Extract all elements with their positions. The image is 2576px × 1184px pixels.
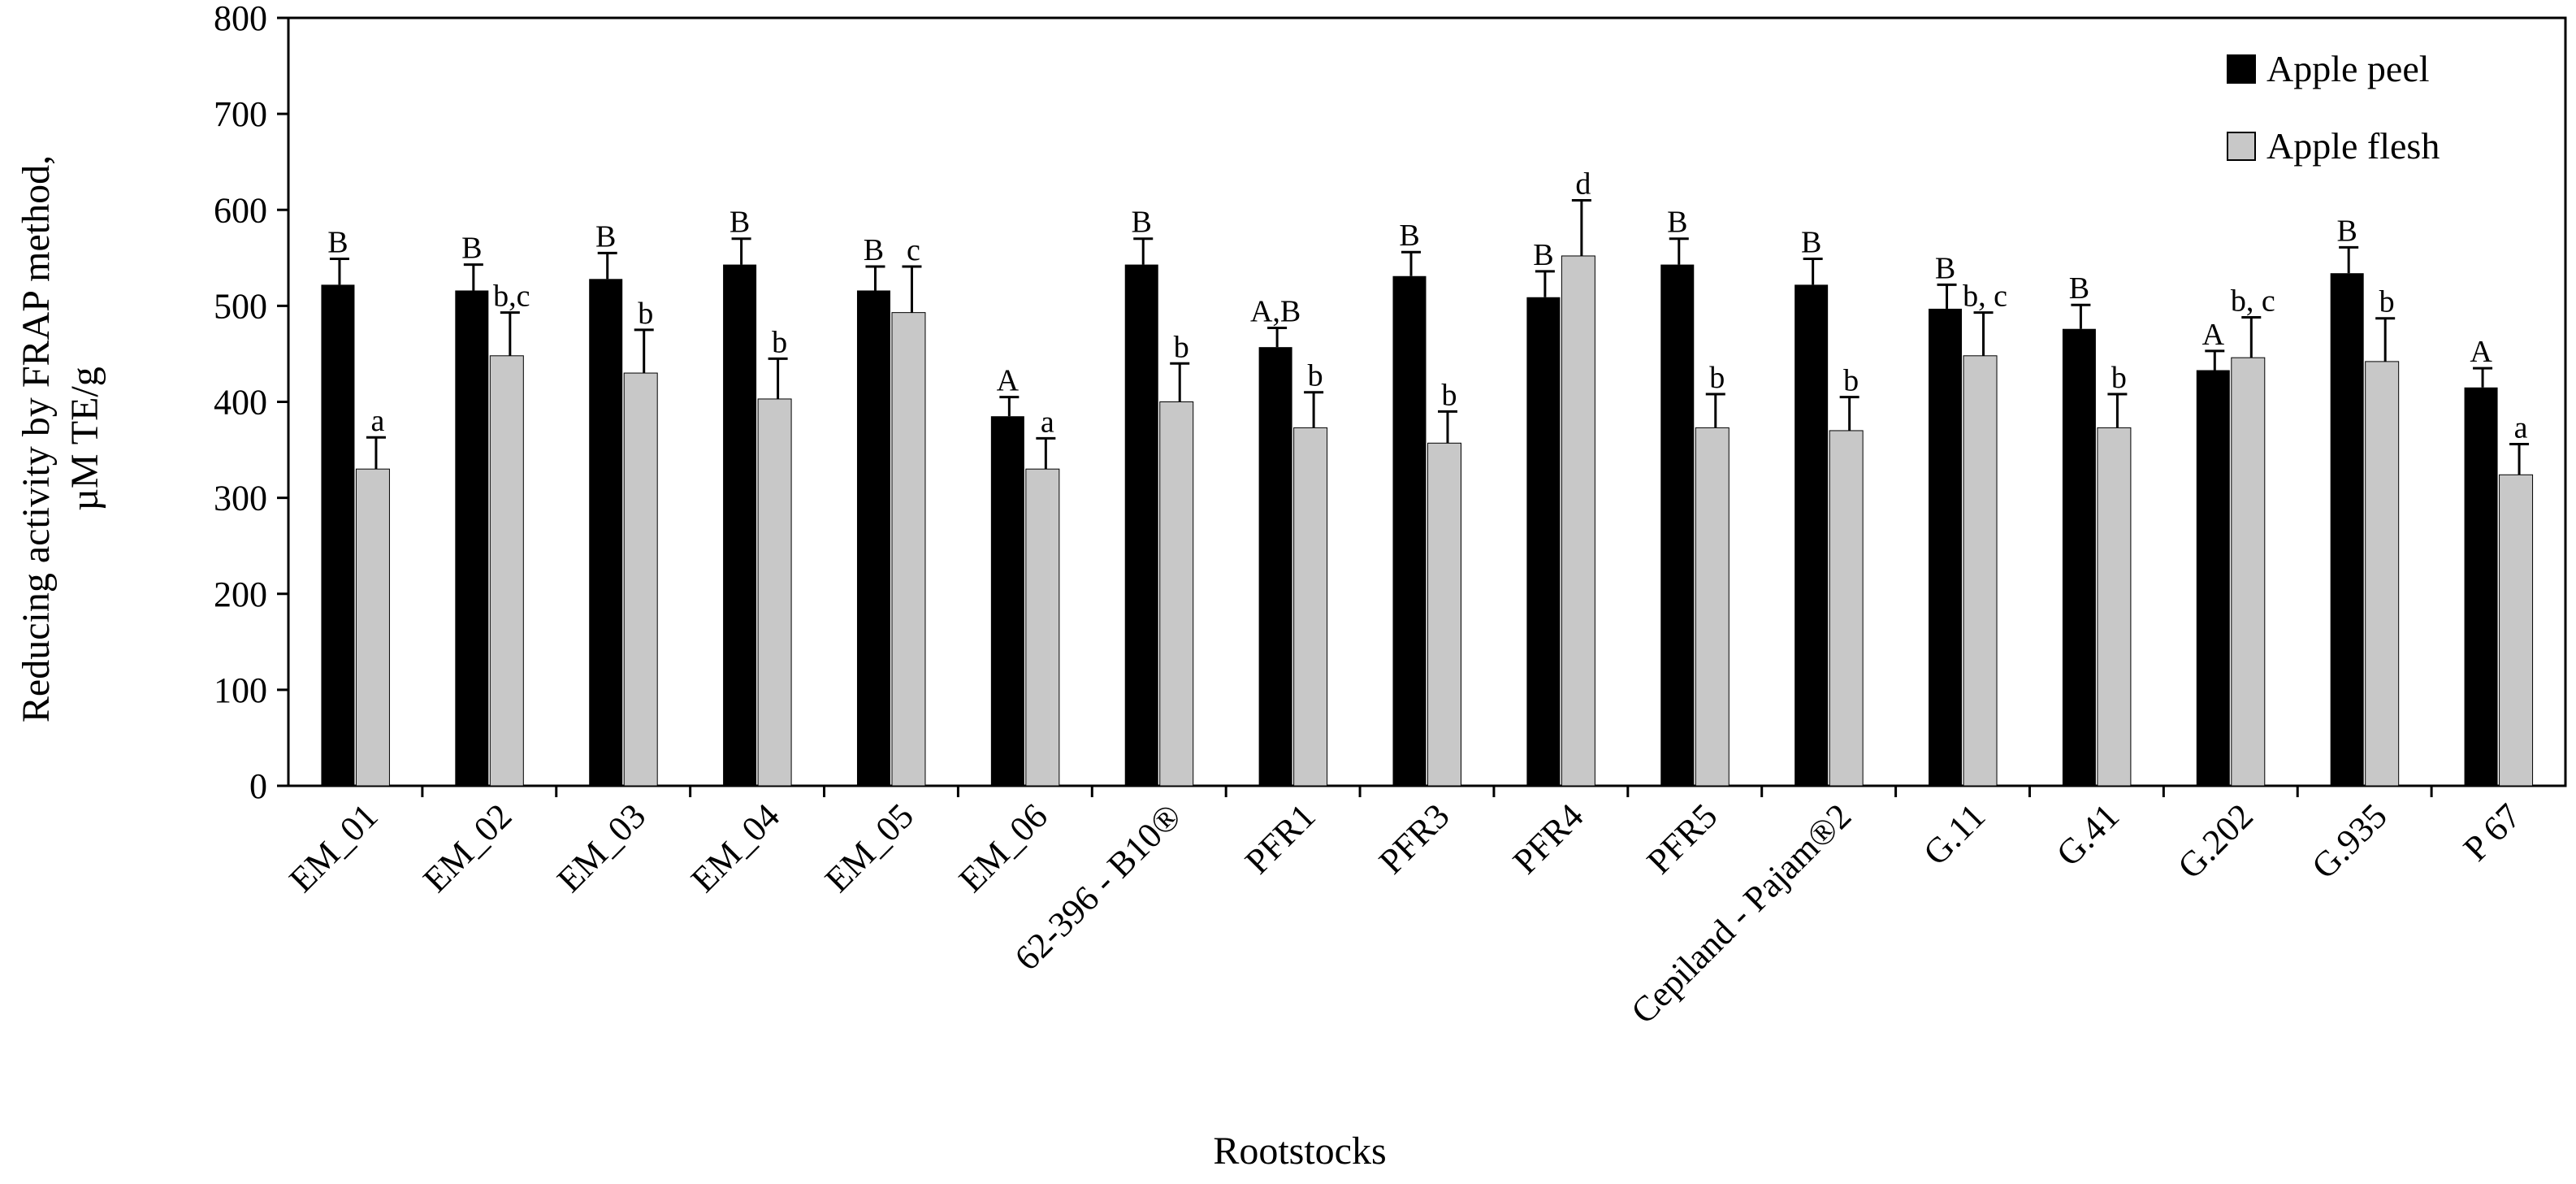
y-tick-label: 600 <box>214 190 267 230</box>
y-tick-label: 500 <box>214 286 267 326</box>
bar-apple-peel <box>455 290 489 787</box>
significance-label-flesh: b <box>1174 330 1189 364</box>
bar-apple-flesh <box>891 312 926 787</box>
significance-label-peel: B <box>327 225 348 259</box>
significance-label-peel: B <box>1935 251 1955 285</box>
significance-label-peel: B <box>730 206 750 240</box>
significance-label-flesh: b <box>638 297 653 331</box>
significance-label-flesh: a <box>2514 410 2528 445</box>
significance-label-peel: B <box>1667 206 1687 240</box>
significance-label-flesh: a <box>1041 405 1054 439</box>
significance-label-peel: B <box>2069 271 2089 306</box>
bar-apple-flesh <box>1695 427 1730 787</box>
y-tick-label: 400 <box>214 383 267 423</box>
y-tick-label: 200 <box>214 575 267 614</box>
bar-apple-peel <box>1929 308 1963 786</box>
significance-label-peel: B <box>1801 225 1821 259</box>
bar-apple-flesh <box>489 355 524 787</box>
bar-apple-peel <box>2062 328 2096 787</box>
significance-label-flesh: a <box>371 404 385 438</box>
bar-apple-peel <box>2464 387 2498 786</box>
bar-apple-peel <box>990 416 1024 786</box>
bar-apple-flesh <box>1159 401 1194 787</box>
legend: Apple peel Apple flesh <box>2227 48 2440 167</box>
bar-apple-flesh <box>2499 474 2534 787</box>
y-tick-label: 300 <box>214 479 267 518</box>
y-tick-label: 0 <box>249 766 267 806</box>
significance-label-flesh: d <box>1575 167 1591 201</box>
bar-apple-flesh <box>2231 357 2266 787</box>
significance-label-flesh: b <box>2379 285 2395 319</box>
bar-apple-peel <box>1124 264 1158 786</box>
bar-apple-flesh <box>1963 355 1998 787</box>
legend-label-apple-peel: Apple peel <box>2266 48 2430 89</box>
bar-apple-flesh <box>1025 468 1060 787</box>
legend-swatch-apple-flesh <box>2227 132 2256 161</box>
bar-apple-flesh <box>1561 255 1595 787</box>
legend-label-apple-flesh: Apple flesh <box>2266 125 2440 167</box>
y-tick-label: 700 <box>214 94 267 134</box>
x-axis-title: Rootstocks <box>1213 1130 1386 1173</box>
bar-apple-peel <box>1660 264 1695 786</box>
bar-apple-peel <box>1526 297 1561 786</box>
significance-label-peel: A <box>2202 318 2225 352</box>
significance-label-flesh: b, c <box>1963 280 2007 314</box>
bar-apple-peel <box>2330 273 2364 786</box>
significance-label-flesh: b,c <box>493 280 530 314</box>
significance-label-peel: B <box>595 219 616 254</box>
significance-label-flesh: b <box>772 325 787 359</box>
bar-apple-flesh <box>1829 430 1864 787</box>
significance-label-flesh: b <box>1442 378 1457 412</box>
significance-label-flesh: b <box>1843 364 1859 398</box>
bar-apple-peel <box>589 279 623 786</box>
significance-label-peel: A,B <box>1250 295 1301 329</box>
significance-label-flesh: c <box>907 233 920 267</box>
bar-apple-peel <box>723 264 757 786</box>
significance-label-flesh: b, c <box>2231 284 2275 319</box>
significance-label-flesh: b <box>1709 361 1725 395</box>
significance-label-peel: B <box>461 232 482 266</box>
significance-label-peel: A <box>2470 335 2492 369</box>
bar-apple-flesh <box>757 398 792 787</box>
significance-label-peel: B <box>1399 219 1419 253</box>
bar-apple-flesh <box>2097 427 2132 787</box>
y-axis-title-line1: Reducing activity by FRAP method, <box>15 155 58 722</box>
significance-label-peel: B <box>2336 214 2357 248</box>
bar-apple-flesh <box>623 372 658 787</box>
bar-apple-flesh <box>355 468 390 787</box>
y-axis-title: Reducing activity by FRAP method, µM TE/… <box>15 155 106 722</box>
legend-swatch-apple-peel <box>2227 54 2256 84</box>
significance-label-flesh: b <box>1308 359 1323 393</box>
bar-apple-peel <box>321 284 355 786</box>
y-tick-label: 800 <box>214 0 267 38</box>
bar-apple-peel <box>1795 284 1829 786</box>
bar-apple-peel <box>856 290 890 787</box>
bar-apple-peel <box>2196 370 2230 786</box>
bar-apple-peel <box>1258 347 1292 786</box>
bar-apple-peel <box>1392 275 1427 787</box>
significance-label-peel: A <box>997 364 1020 398</box>
y-axis-title-line2: µM TE/g <box>63 366 106 510</box>
significance-label-peel: B <box>1132 206 1152 240</box>
bar-apple-flesh <box>1293 427 1328 787</box>
significance-label-peel: B <box>1533 238 1553 272</box>
bar-apple-flesh <box>1427 442 1461 787</box>
bar-apple-flesh <box>2365 361 2400 787</box>
significance-label-peel: B <box>864 233 884 267</box>
y-tick-label: 100 <box>214 670 267 710</box>
significance-label-flesh: b <box>2111 361 2127 395</box>
